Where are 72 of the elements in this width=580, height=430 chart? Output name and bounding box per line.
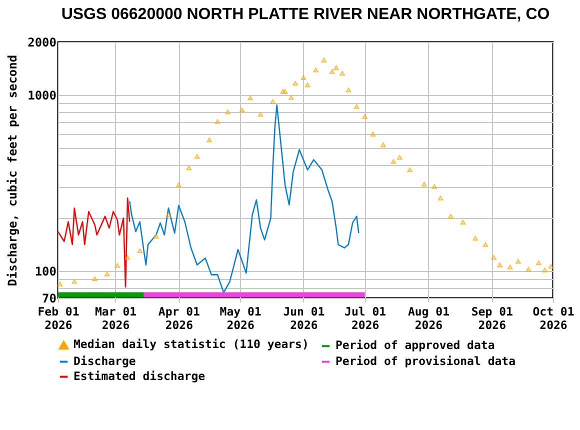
y-tick-label: 1000 [28,88,56,102]
line-series [57,197,130,288]
point [176,182,182,188]
point [460,220,466,224]
point [321,58,327,62]
point [282,89,288,94]
point [334,65,339,70]
point [186,165,192,170]
point [340,70,345,76]
point [114,263,120,268]
point [390,159,396,164]
x-tick-label: Jul 01 2026 [344,304,386,332]
x-tick-label: Mar 01 2026 [95,304,137,332]
point [438,196,444,200]
point [300,75,306,80]
point [248,96,253,100]
point [270,99,276,104]
point [482,242,488,247]
point [548,264,554,269]
point [329,69,335,74]
legend-label: Period of provisional data [336,354,516,368]
point [280,88,286,94]
point [206,138,212,142]
point [432,184,437,189]
point [72,279,77,284]
y-tick-label: 2000 [28,36,56,50]
chart-title: USGS 06620000 NORTH PLATTE RIVER NEAR NORTHGATE, CO [61,6,550,23]
point [304,82,310,88]
point [497,262,502,268]
point [507,264,513,270]
point [526,266,532,272]
point [396,155,402,160]
point [346,88,352,92]
legend-label: Period of approved data [336,338,495,352]
legend-label: Discharge [74,354,136,368]
point [292,80,298,86]
point [137,248,142,254]
point [214,119,220,124]
point [448,214,454,219]
point [288,95,294,100]
point [239,108,245,112]
x-tick-label: Aug 01 2026 [408,304,450,332]
point [225,110,230,114]
y-axis-title: Discharge, cubic feet per second [6,54,20,286]
point [92,276,98,282]
point [536,260,542,266]
point [542,268,548,272]
x-tick-label: Apr 01 2026 [158,304,200,332]
y-tick-label: 70 [42,292,56,306]
point [124,255,130,260]
x-tick-label: Jun 01 2026 [283,304,325,332]
point [57,282,63,286]
point [472,236,478,241]
legend-label: Median daily statistic (110 years) [74,337,309,352]
point [258,112,264,117]
x-tick-label: Feb 01 2026 [38,304,80,332]
point [491,255,496,260]
point [104,272,110,276]
y-tick-label: 100 [34,264,56,278]
legend-label: Estimated discharge [74,368,206,383]
x-tick-label: May 01 2026 [220,304,262,332]
point [194,154,200,159]
point [380,142,386,148]
point [370,132,376,137]
point [422,182,427,186]
point [362,114,368,119]
x-tick-label: Sep 01 2026 [471,304,513,332]
x-tick-label: Oct 01 2026 [532,304,574,332]
point [516,259,521,264]
point [313,68,318,72]
point [154,234,159,239]
point [354,104,360,109]
